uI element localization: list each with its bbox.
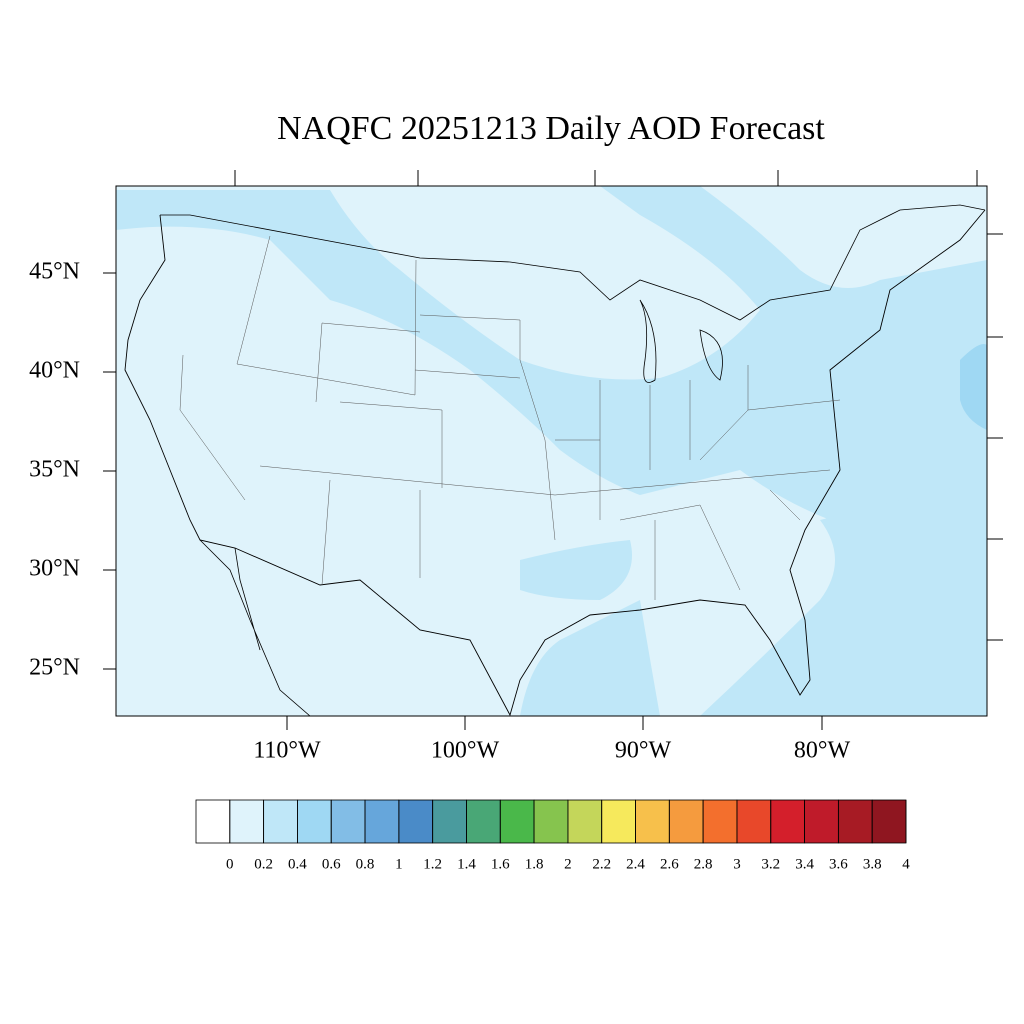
- longitude-label: 100°W: [431, 738, 500, 764]
- colorbar-label: 0.6: [322, 856, 341, 872]
- colorbar-label: 0.2: [254, 856, 273, 872]
- colorbar-label: 3.8: [863, 856, 882, 872]
- colorbar-label: 4: [902, 856, 910, 872]
- aod-field: [116, 186, 987, 716]
- colorbar-label: 2.8: [694, 856, 713, 872]
- colorbar-box: [297, 799, 332, 844]
- map-ticks: [103, 170, 1003, 730]
- colorbar-label: 1.2: [423, 856, 442, 872]
- colorbar-label: 0.4: [288, 856, 307, 872]
- map-title: NAQFC 20251213 Daily AOD Forecast: [277, 110, 825, 147]
- latitude-label: 45°N: [29, 259, 80, 285]
- colorbar-box: [499, 799, 535, 844]
- colorbar-label: 2.4: [626, 856, 645, 872]
- colorbar-label: 3.6: [829, 856, 848, 872]
- latitude-label: 40°N: [29, 358, 80, 384]
- colorbar-label: 1.6: [491, 856, 510, 872]
- colorbar-label: 1: [395, 856, 403, 872]
- colorbar-box: [466, 799, 501, 844]
- latitude-label: 35°N: [29, 457, 80, 483]
- colorbar-box: [195, 799, 231, 844]
- colorbar-box: [432, 799, 467, 844]
- colorbar-box: [635, 799, 670, 844]
- colorbar-label: 2.6: [660, 856, 679, 872]
- colorbar-box: [702, 799, 738, 844]
- colorbar-label: 1.8: [525, 856, 544, 872]
- colorbar-box: [601, 799, 636, 844]
- colorbar-box: [263, 799, 298, 844]
- latitude-label: 25°N: [29, 655, 80, 681]
- colorbar-label: 3.4: [795, 856, 814, 872]
- colorbar-box: [364, 799, 400, 844]
- colorbar-box: [804, 799, 839, 844]
- colorbar-box: [398, 799, 434, 844]
- map-frame: [115, 185, 988, 717]
- colorbar-label: 3: [733, 856, 741, 872]
- colorbar-box: [533, 799, 569, 844]
- colorbar-box: [770, 799, 805, 844]
- colorbar-box: [668, 799, 704, 844]
- latitude-label: 30°N: [29, 556, 80, 582]
- colorbar-box: [567, 799, 603, 844]
- longitude-label: 110°W: [253, 738, 321, 764]
- colorbar-box: [229, 799, 265, 844]
- colorbar-label: 0: [226, 856, 234, 872]
- colorbar-label: 1.4: [457, 856, 476, 872]
- colorbar-label: 3.2: [761, 856, 780, 872]
- colorbar-box: [736, 799, 772, 844]
- colorbar-box: [871, 799, 907, 844]
- colorbar-box: [837, 799, 873, 844]
- longitude-label: 80°W: [794, 738, 851, 764]
- longitude-label: 90°W: [615, 738, 672, 764]
- colorbar-label: 0.8: [356, 856, 375, 872]
- colorbar-label: 2: [564, 856, 572, 872]
- colorbar-label: 2.2: [592, 856, 611, 872]
- colorbar-box: [330, 799, 366, 844]
